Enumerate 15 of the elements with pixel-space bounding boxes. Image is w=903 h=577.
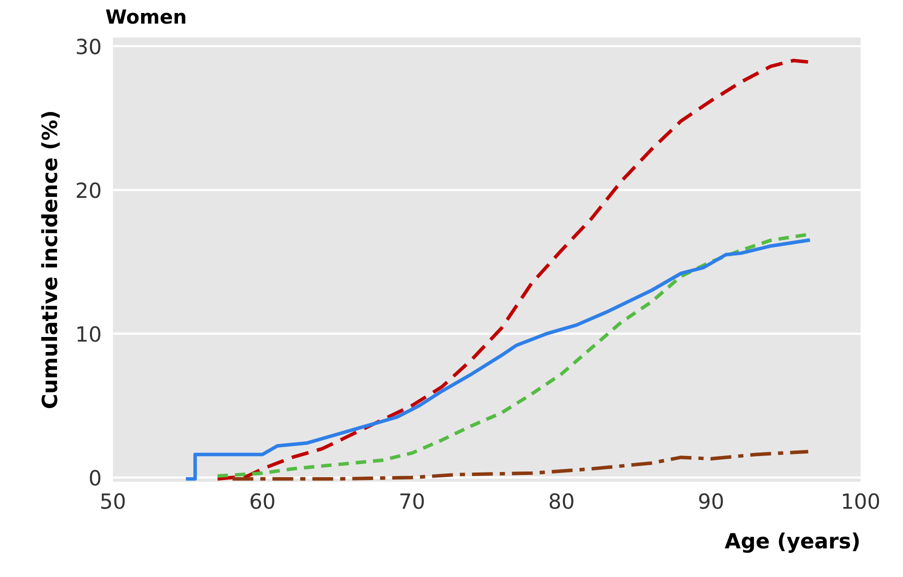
x-tick-label: 60 xyxy=(250,493,274,510)
line-series xyxy=(216,58,810,481)
x-tick-label: 80 xyxy=(550,493,574,510)
x-tick-label: 100 xyxy=(842,493,880,510)
y-tick-label: 20 xyxy=(76,182,100,198)
y-tick-label: 30 xyxy=(76,38,100,54)
x-tick-label: 70 xyxy=(400,493,424,510)
x-tick-label: 90 xyxy=(699,493,723,510)
chart-title: Women xyxy=(106,9,186,24)
y-tick-label: 0 xyxy=(90,470,100,486)
y-axis-title: Cumulative incidence (%) xyxy=(41,112,60,408)
y-tick-label: 10 xyxy=(78,326,100,342)
x-axis-title: Age (years) xyxy=(724,532,859,553)
x-tick-label: 50 xyxy=(101,493,125,510)
line-series xyxy=(230,450,810,481)
